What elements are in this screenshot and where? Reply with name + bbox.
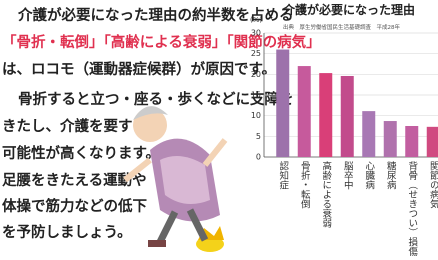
chart-title: 介護が必要になった理由 (282, 2, 415, 17)
bar (276, 50, 289, 157)
y-tick-label: 10 (251, 111, 261, 120)
y-tick-label: 15 (251, 91, 261, 100)
x-tick-label: 脳卒中 (342, 160, 354, 190)
x-tick-label: 心臓病 (363, 161, 375, 190)
lead-text: は、ロコモ（運動器症候群）が原因です。 (2, 60, 276, 78)
bar (362, 111, 375, 157)
bar (384, 121, 397, 157)
bar (427, 127, 438, 157)
body-line: 可能性が高くなります。 (2, 144, 160, 162)
body-line: きたし、介護を要する (2, 117, 147, 135)
y-tick-label: 0 (256, 153, 261, 162)
x-tick-label: 高齢による衰弱 (320, 160, 332, 228)
body-line: を予防しましょう。 (2, 223, 132, 241)
bar (298, 66, 311, 157)
y-tick-label: 20 (251, 70, 261, 79)
y-tick-label: 30 (251, 29, 261, 38)
page: 介護が必要になった理由の約半数を占める 「骨折・転倒」「高齢による衰弱」「関節の… (0, 0, 438, 260)
y-axis-label: (%) (250, 16, 262, 24)
source: 出典 厚生労働省国民生活基礎調査 平成28年 (283, 23, 401, 31)
x-tick-label: 糖尿病 (385, 160, 397, 190)
x-tick-label: 認知症 (277, 160, 289, 190)
x-tick-label: 関節の病気 (428, 161, 438, 209)
y-tick-label: 5 (256, 132, 261, 141)
y-tick-label: 25 (251, 49, 261, 58)
bar (405, 126, 418, 157)
x-tick-label: 背骨（せきつい）損傷 (406, 160, 418, 257)
bar (341, 76, 354, 157)
x-tick-label: 骨折・転倒 (299, 161, 311, 209)
body-line: 足腰をきたえる運動や (2, 172, 147, 189)
chart: 0 5 10 15 20 25 30 認知症骨折・転倒高齢による衰弱脳卒中心臓病糖尿病背骨（せ… (251, 29, 438, 257)
bar (319, 73, 332, 157)
body-line: 体操で筋力などの低下 (2, 197, 147, 215)
highlight-text: 「骨折・転倒」「高齢による衰弱」「関節の病気」 (2, 33, 321, 51)
